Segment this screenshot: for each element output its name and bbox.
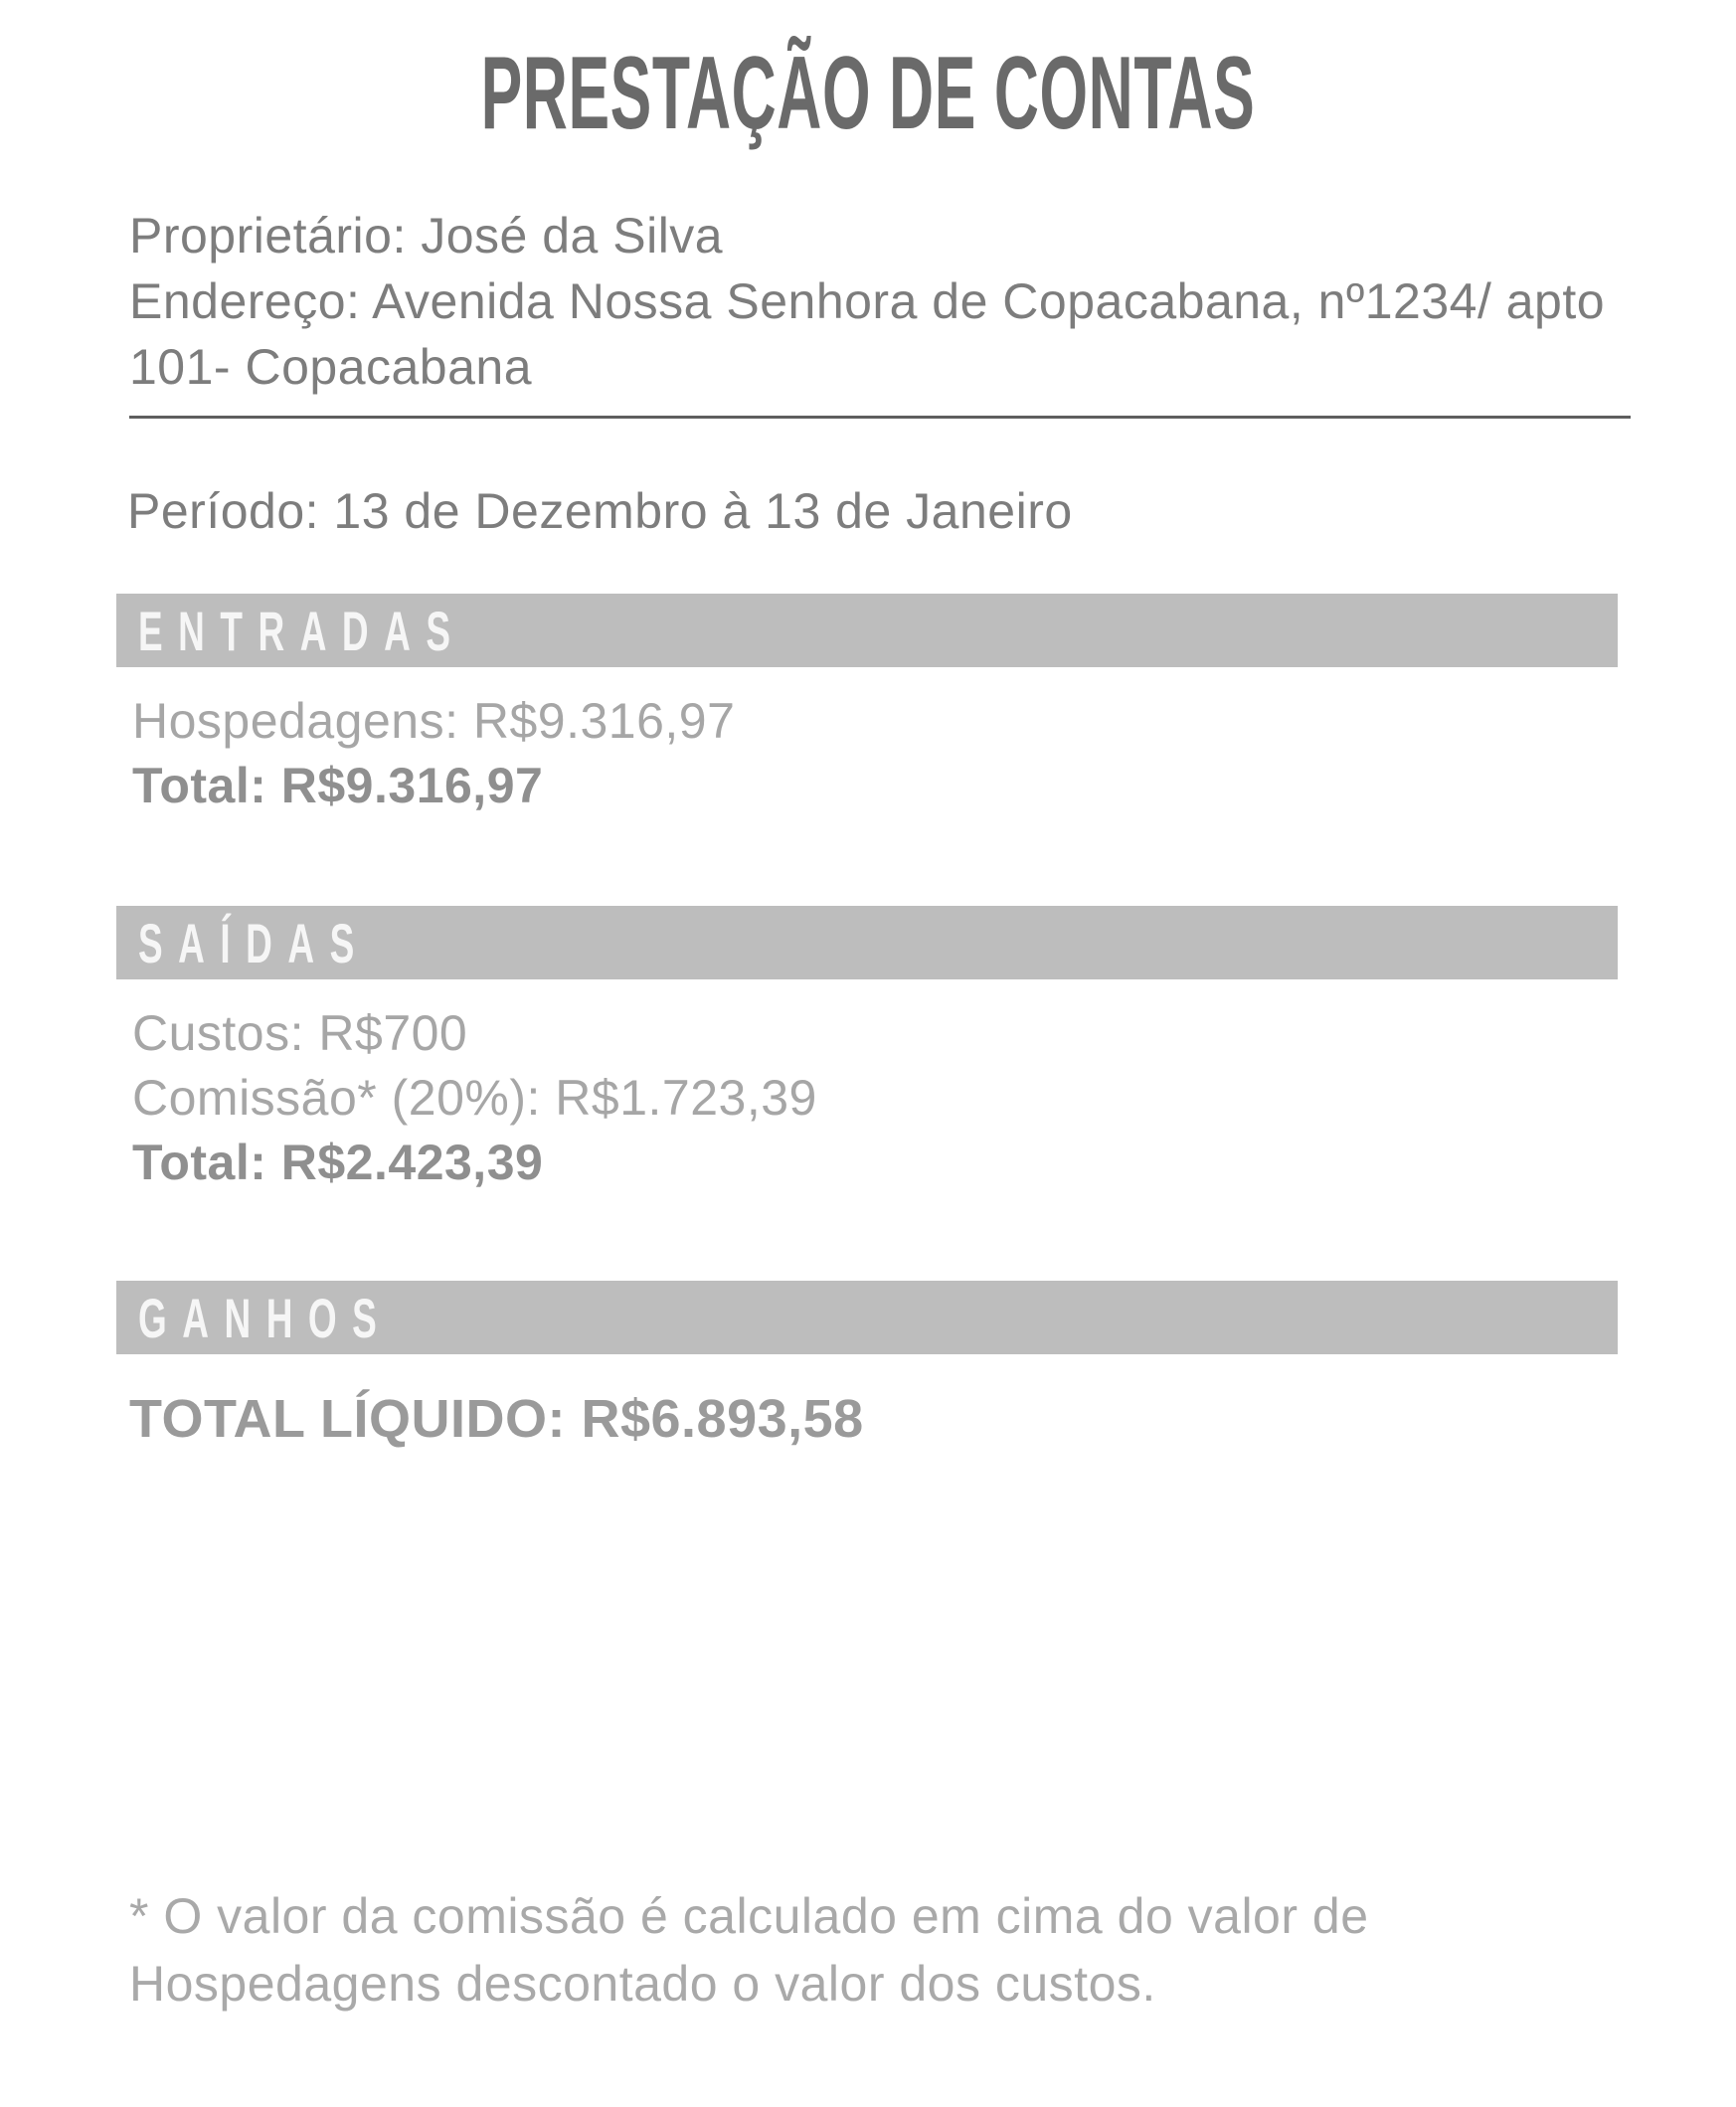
section-heading-ganhos: GANHOS — [138, 1286, 393, 1349]
entradas-hospedagens-line: Hospedagens: R$9.316,97 — [132, 693, 736, 749]
owner-name-line: Proprietário: José da Silva — [129, 208, 724, 263]
entradas-content: Hospedagens: R$9.316,97 Total: R$9.316,9… — [132, 689, 1736, 818]
section-heading-saidas: SAÍDAS — [138, 911, 370, 974]
section-banner-saidas: SAÍDAS — [116, 906, 1618, 979]
saidas-custos-line: Custos: R$700 — [132, 1005, 468, 1061]
saidas-comissao-line: Comissão* (20%): R$1.723,39 — [132, 1070, 817, 1126]
section-banner-ganhos: GANHOS — [116, 1281, 1618, 1354]
saidas-total-line: Total: R$2.423,39 — [132, 1135, 544, 1190]
period-line: Período: 13 de Dezembro à 13 de Janeiro — [127, 483, 1073, 539]
page-title: PRESTAÇÃO DE CONTAS — [0, 0, 1736, 145]
entradas-total-line: Total: R$9.316,97 — [132, 758, 544, 813]
saidas-content: Custos: R$700 Comissão* (20%): R$1.723,3… — [132, 1001, 1736, 1195]
page-title-text: PRESTAÇÃO DE CONTAS — [480, 36, 1256, 151]
section-heading-entradas: ENTRADAS — [138, 599, 466, 662]
commission-footnote: * O valor da comissão é calculado em cim… — [129, 1888, 1369, 2012]
owner-address-line: Endereço: Avenida Nossa Senhora de Copac… — [129, 273, 1606, 395]
section-banner-entradas: ENTRADAS — [116, 594, 1618, 667]
owner-info-block: Proprietário: José da Silva Endereço: Av… — [129, 203, 1633, 400]
ganhos-total-liquido-line: TOTAL LÍQUIDO: R$6.893,58 — [129, 1389, 864, 1449]
address-divider-line — [129, 416, 1631, 419]
